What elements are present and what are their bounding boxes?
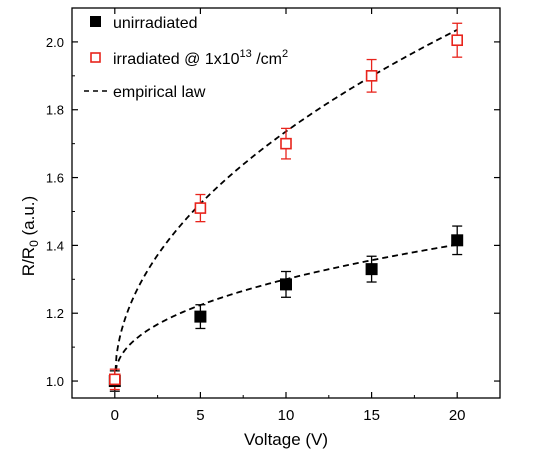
y-axis-label-suffix: (a.u.)	[19, 196, 38, 240]
marker-unirradiated	[194, 310, 207, 323]
error-bars	[109, 22, 463, 392]
x-axis-label: Voltage (V)	[244, 430, 328, 449]
y-axis: 1.0 1.2 1.4 1.6 1.8 2.0	[46, 35, 500, 389]
y-tick-label: 1.0	[46, 374, 64, 389]
legend-marker-irradiated	[90, 52, 101, 63]
data-markers	[108, 34, 464, 388]
x-tick-label: 5	[196, 407, 204, 424]
x-tick-label: 10	[278, 407, 295, 424]
marker-irradiated	[365, 70, 378, 82]
y-axis-label-subscript: 0	[27, 240, 41, 247]
legend-irradiated-unit-exponent: 2	[282, 48, 288, 60]
y-axis-label-main: R/R	[19, 247, 38, 276]
x-tick-label: 20	[449, 407, 466, 424]
marker-irradiated	[194, 202, 207, 214]
y-tick-label: 1.2	[46, 306, 64, 321]
x-tick-label: 0	[111, 407, 119, 424]
legend: unirradiated irradiated @ 1x1013 /cm2 em…	[84, 15, 288, 101]
marker-irradiated	[109, 373, 121, 386]
marker-irradiated	[451, 34, 464, 47]
y-tick-label: 1.4	[46, 238, 64, 253]
x-tick-label: 15	[363, 407, 380, 424]
marker-unirradiated	[280, 278, 292, 291]
legend-irradiated-exponent: 13	[240, 48, 252, 60]
legend-irradiated-unit: /cm	[252, 51, 282, 68]
y-axis-label: R/R0 (a.u.)	[19, 196, 41, 276]
legend-label-irradiated: irradiated @ 1x1013 /cm2	[113, 48, 288, 68]
empirical-law-curve-unirradiated	[113, 243, 458, 382]
y-tick-label: 2.0	[46, 35, 64, 50]
marker-unirradiated	[451, 234, 464, 247]
y-tick-label: 1.8	[46, 103, 64, 118]
marker-unirradiated	[365, 263, 378, 276]
marker-irradiated	[280, 137, 292, 150]
empirical-law-curves	[113, 28, 458, 382]
legend-label-empirical-law: empirical law	[113, 84, 206, 101]
legend-label-unirradiated: unirradiated	[113, 15, 198, 32]
empirical-law-curve-irradiated	[113, 28, 458, 382]
legend-marker-unirradiated	[90, 16, 101, 27]
x-axis: 0 5 10 15 20	[111, 8, 466, 424]
legend-irradiated-prefix: irradiated @ 1x10	[113, 51, 240, 68]
y-tick-label: 1.6	[46, 171, 64, 186]
